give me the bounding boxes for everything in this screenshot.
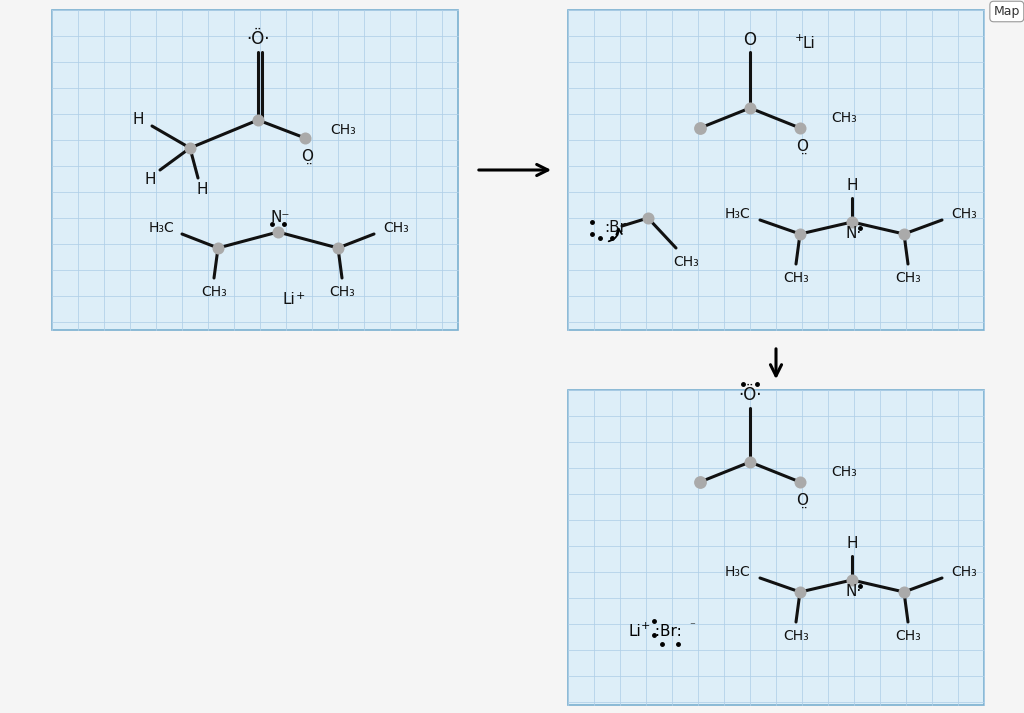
Text: N·: N·: [846, 227, 862, 242]
Text: H₃C: H₃C: [725, 565, 751, 579]
Text: CH₃: CH₃: [831, 111, 857, 125]
Point: [792, 123, 808, 134]
Point: [741, 456, 758, 468]
Text: Li: Li: [802, 36, 815, 51]
Point: [250, 114, 266, 125]
Point: [792, 586, 808, 597]
Bar: [568, 390, 984, 705]
Text: N·: N·: [846, 585, 862, 600]
Point: [896, 228, 912, 240]
Point: [330, 242, 346, 254]
Text: +: +: [641, 621, 650, 631]
Point: [896, 586, 912, 597]
Point: [792, 476, 808, 488]
Text: CH₃: CH₃: [673, 255, 698, 269]
Text: CH₃: CH₃: [951, 565, 977, 579]
Text: ·Ö·: ·Ö·: [738, 386, 762, 404]
Point: [640, 212, 656, 224]
Point: [844, 574, 860, 585]
Text: CH₃: CH₃: [951, 207, 977, 221]
Bar: [568, 10, 984, 330]
Text: H: H: [197, 183, 208, 198]
Text: H: H: [144, 173, 156, 188]
Text: :Br: :Br: [604, 220, 626, 235]
Text: CH₃: CH₃: [895, 271, 921, 285]
Text: O̤: O̤: [301, 148, 313, 163]
Text: :Br:: :Br:: [650, 625, 682, 640]
Text: +: +: [296, 291, 305, 301]
Text: H: H: [846, 536, 858, 551]
Point: [182, 143, 199, 154]
Point: [297, 133, 313, 144]
Point: [210, 242, 226, 254]
Text: CH₃: CH₃: [330, 123, 356, 137]
Point: [692, 476, 709, 488]
Text: O̤: O̤: [796, 138, 808, 153]
Point: [792, 228, 808, 240]
Text: H: H: [132, 113, 143, 128]
Text: CH₃: CH₃: [831, 465, 857, 479]
Text: CH₃: CH₃: [329, 285, 355, 299]
Point: [844, 216, 860, 227]
Text: ⁻: ⁻: [689, 621, 695, 631]
FancyArrowPatch shape: [608, 229, 622, 241]
Text: CH₃: CH₃: [895, 629, 921, 643]
Text: O̤: O̤: [796, 493, 808, 508]
Point: [692, 123, 709, 134]
Point: [269, 226, 286, 237]
Text: CH₃: CH₃: [783, 629, 809, 643]
Text: Li: Li: [283, 292, 296, 307]
Point: [741, 102, 758, 113]
Text: N⁻: N⁻: [270, 210, 290, 225]
Text: Li: Li: [628, 625, 641, 640]
Text: O: O: [743, 31, 757, 49]
Text: CH₃: CH₃: [783, 271, 809, 285]
Text: H₃C: H₃C: [150, 221, 175, 235]
Text: CH₃: CH₃: [383, 221, 409, 235]
Bar: [52, 10, 458, 330]
Text: Map: Map: [993, 5, 1020, 18]
Text: ·Ö·: ·Ö·: [246, 30, 269, 48]
Text: H₃C: H₃C: [725, 207, 751, 221]
Text: +: +: [795, 33, 805, 43]
Text: CH₃: CH₃: [201, 285, 227, 299]
Text: H: H: [846, 178, 858, 193]
